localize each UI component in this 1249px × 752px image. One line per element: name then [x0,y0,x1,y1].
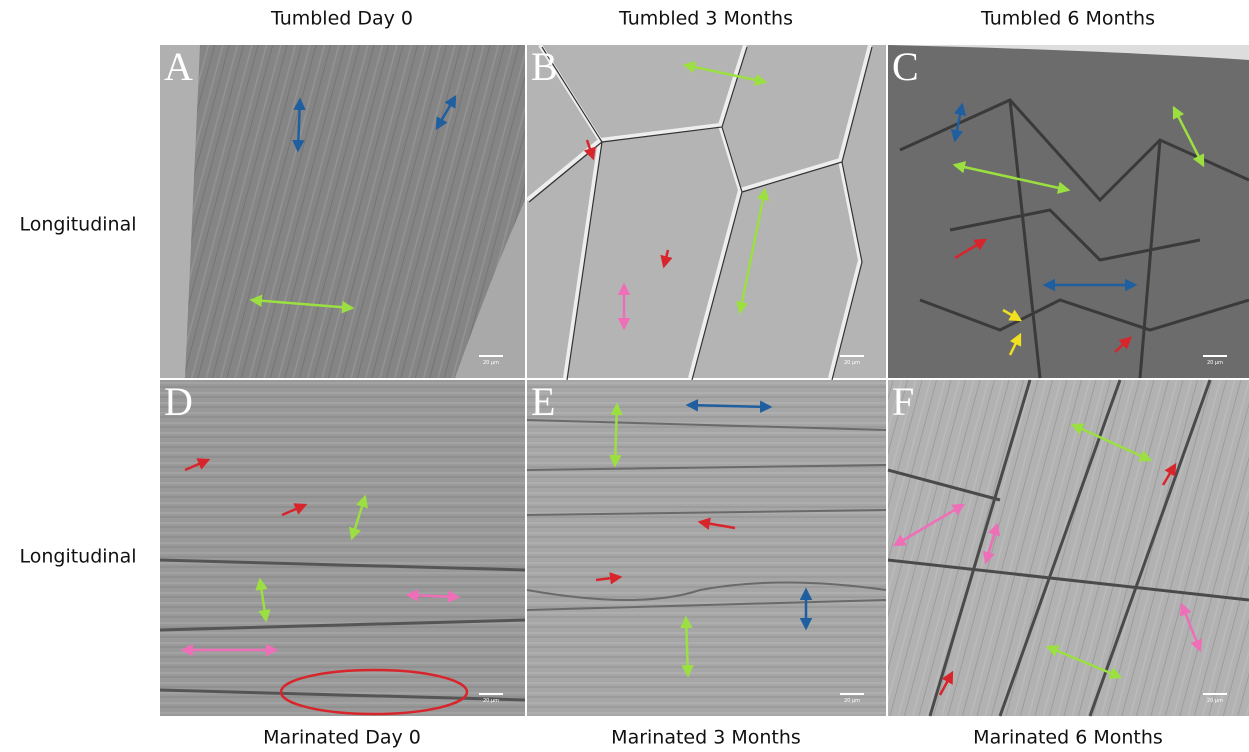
scale-bar-label: 20 μm [1207,360,1223,366]
column-title: Marinated 6 Months [973,727,1163,749]
panel-letter: D [164,379,193,424]
column-title: Tumbled 3 Months [618,8,793,30]
figure: Tumbled Day 0 Tumbled 3 Months Tumbled 6 M… [0,0,1249,752]
scale-bar-label: 20 μm [483,698,499,704]
row-label: Longitudinal [19,546,136,568]
scale-bar-label: 20 μm [483,360,499,366]
panel-letter: C [892,44,919,89]
panel-images [160,45,1249,716]
texture [160,45,525,378]
scale-bar-label: 20 μm [844,698,860,704]
row-label: Longitudinal [19,214,136,236]
panel-letter: B [531,44,558,89]
panel-letter: E [531,379,555,424]
panel-letter: F [892,379,914,424]
texture [160,380,525,716]
texture [888,380,1249,716]
column-title: Marinated 3 Months [611,727,801,749]
column-title: Tumbled Day 0 [270,8,413,30]
scale-bar-label: 20 μm [1207,698,1223,704]
column-title: Marinated Day 0 [263,727,421,749]
column-title: Tumbled 6 Months [980,8,1155,30]
panel-letter: A [164,44,193,89]
micrograph [527,45,886,378]
micrograph [888,45,1249,378]
scale-bar-label: 20 μm [844,360,860,366]
texture [527,380,886,716]
